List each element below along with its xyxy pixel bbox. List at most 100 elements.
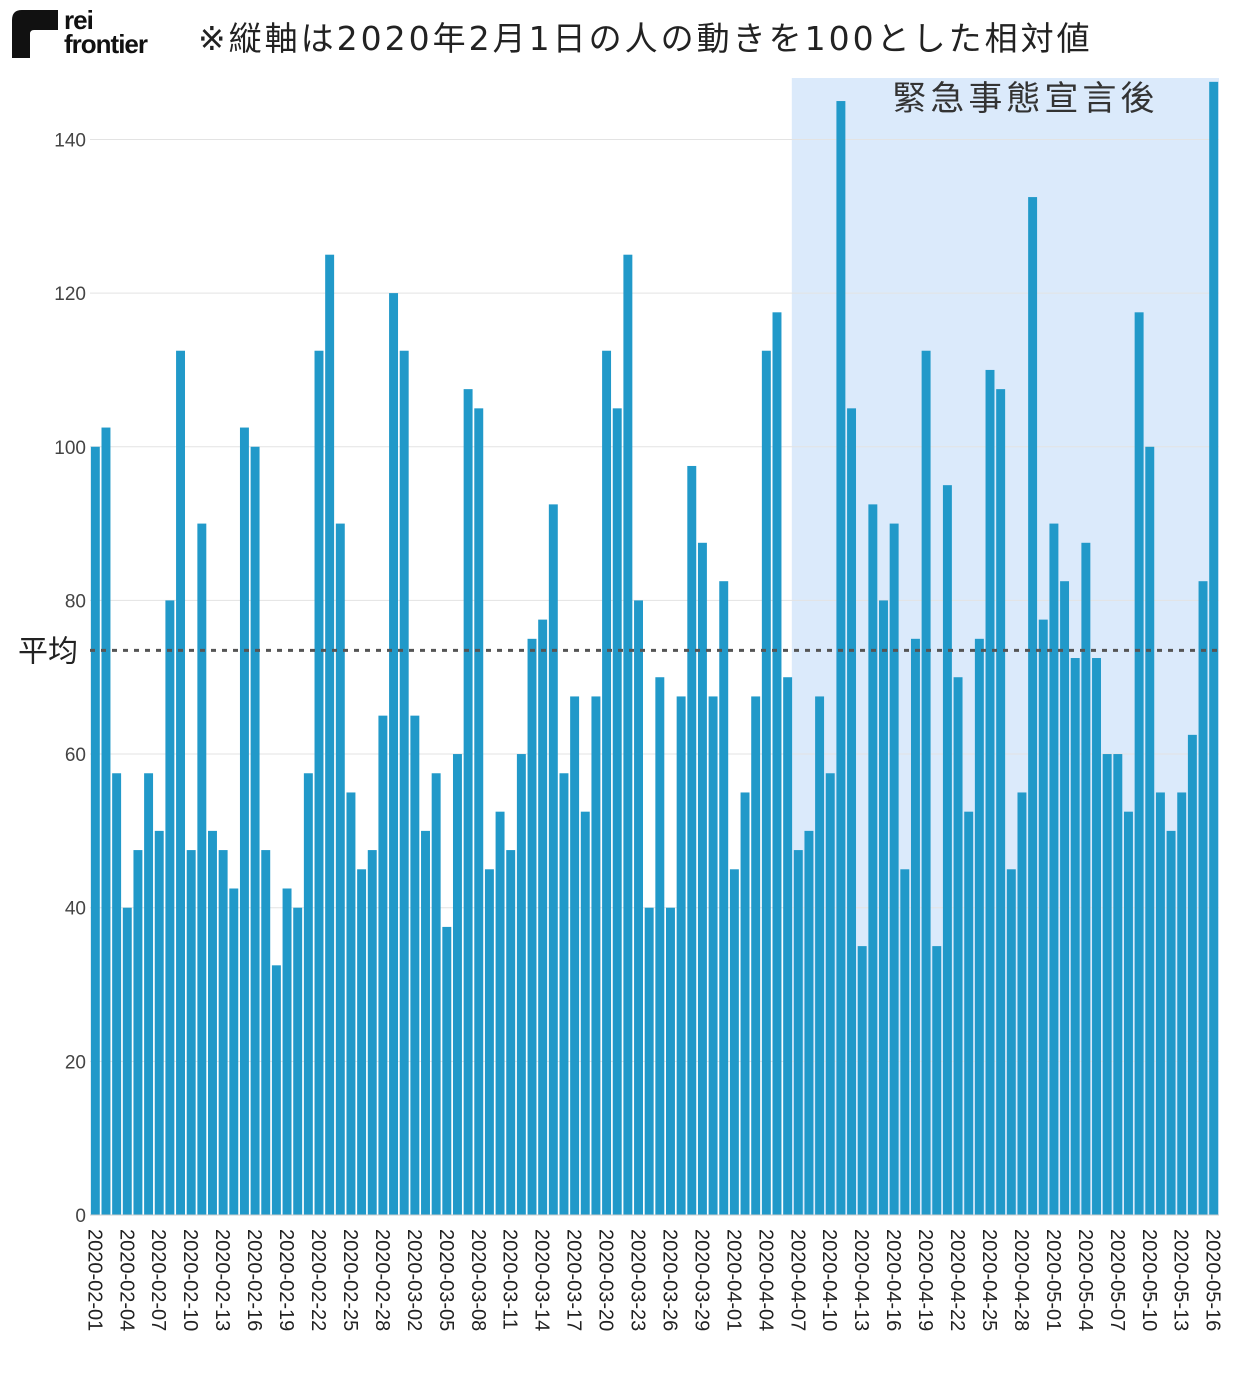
bar <box>1038 619 1048 1215</box>
bar <box>666 907 675 1215</box>
bar <box>751 696 761 1215</box>
bar <box>580 811 590 1215</box>
bar <box>772 312 782 1215</box>
y-tick-label: 20 <box>65 1052 86 1073</box>
bar <box>538 619 548 1215</box>
bar <box>1166 830 1176 1215</box>
bar <box>1081 542 1091 1215</box>
x-tick-label: 2020-03-14 <box>531 1229 553 1331</box>
bar <box>133 850 143 1215</box>
x-tick-label: 2020-04-19 <box>914 1229 936 1331</box>
region-label: 緊急事態宣言後 <box>892 79 1158 119</box>
bar <box>729 869 739 1215</box>
bar <box>985 369 995 1215</box>
x-tick-label: 2020-05-04 <box>1074 1229 1096 1331</box>
bar <box>1070 658 1080 1215</box>
logo: rei frontier <box>12 5 172 62</box>
bar <box>1209 81 1219 1216</box>
bar <box>868 504 878 1215</box>
x-tick-label: 2020-04-13 <box>850 1229 872 1331</box>
y-tick-label: 100 <box>54 438 86 459</box>
bar <box>122 907 132 1215</box>
bar <box>719 581 729 1215</box>
x-tick-label: 2020-02-07 <box>147 1229 169 1331</box>
x-tick-label: 2020-05-16 <box>1202 1229 1224 1331</box>
bar <box>378 715 388 1215</box>
axis-note: ※縦軸は2020年2月1日の人の動きを100とした相対値 <box>198 19 1093 58</box>
x-tick-label: 2020-02-01 <box>83 1229 105 1331</box>
y-tick-label: 60 <box>65 745 86 766</box>
bar <box>548 504 558 1215</box>
bar <box>591 696 601 1215</box>
x-tick-label: 2020-03-02 <box>403 1229 425 1331</box>
bar <box>218 850 228 1215</box>
bar <box>889 523 899 1215</box>
logo-line1: rei <box>64 5 94 35</box>
bar <box>1060 581 1070 1215</box>
bar <box>761 350 771 1216</box>
bar <box>516 754 526 1215</box>
bar <box>910 638 920 1215</box>
x-tick-label: 2020-02-28 <box>371 1229 393 1331</box>
x-tick-label: 2020-03-20 <box>595 1229 617 1331</box>
bar <box>282 888 292 1215</box>
bar <box>623 254 633 1216</box>
x-tick-label: 2020-04-28 <box>1010 1229 1032 1331</box>
x-tick-label: 2020-04-22 <box>946 1229 968 1331</box>
bar <box>1017 792 1027 1215</box>
bar <box>612 408 622 1215</box>
bar <box>261 850 271 1215</box>
bar <box>559 773 569 1215</box>
bar <box>697 542 707 1215</box>
x-tick-label: 2020-04-01 <box>722 1229 744 1331</box>
bar <box>399 350 409 1216</box>
bar <box>1113 754 1123 1215</box>
bar <box>495 811 505 1215</box>
bar <box>634 600 643 1215</box>
logo-wordmark: rei frontier <box>64 5 148 59</box>
bar <box>655 677 665 1215</box>
bar <box>1123 811 1133 1215</box>
y-tick-label: 140 <box>54 130 86 151</box>
x-tick-label: 2020-05-10 <box>1138 1229 1160 1331</box>
bar <box>676 696 686 1215</box>
bar <box>176 350 186 1216</box>
bar <box>953 677 963 1215</box>
bar <box>239 427 249 1216</box>
bar <box>293 907 303 1215</box>
x-tick-label: 2020-03-23 <box>627 1229 649 1331</box>
bar <box>527 638 537 1215</box>
bar <box>186 850 196 1215</box>
bar <box>90 446 100 1216</box>
bar <box>804 830 814 1215</box>
bar <box>144 773 154 1215</box>
x-tick-label: 2020-02-04 <box>115 1229 137 1331</box>
bar <box>964 811 974 1215</box>
bar <box>314 350 324 1216</box>
bar <box>474 408 484 1215</box>
x-tick-label: 2020-02-25 <box>339 1229 361 1331</box>
x-tick-label: 2020-04-04 <box>754 1229 776 1331</box>
x-tick-label: 2020-03-11 <box>499 1229 521 1330</box>
y-tick-label: 0 <box>75 1206 86 1227</box>
logo-line2: frontier <box>64 29 148 59</box>
bar <box>570 696 580 1215</box>
y-tick-label: 80 <box>65 591 86 612</box>
bar <box>1155 792 1165 1215</box>
average-label: 平均 <box>18 634 78 669</box>
bar <box>431 773 441 1215</box>
bar <box>367 850 377 1215</box>
x-tick-label: 2020-04-16 <box>882 1229 904 1331</box>
x-tick-label: 2020-04-25 <box>978 1229 1000 1331</box>
bar <box>783 677 793 1215</box>
bar <box>442 926 452 1215</box>
bar <box>506 850 516 1215</box>
bar <box>208 830 217 1215</box>
bar <box>484 869 494 1215</box>
bar <box>250 446 260 1216</box>
bar <box>687 465 697 1215</box>
bar <box>165 600 175 1215</box>
bar <box>602 350 612 1216</box>
x-tick-label: 2020-05-01 <box>1042 1229 1064 1331</box>
